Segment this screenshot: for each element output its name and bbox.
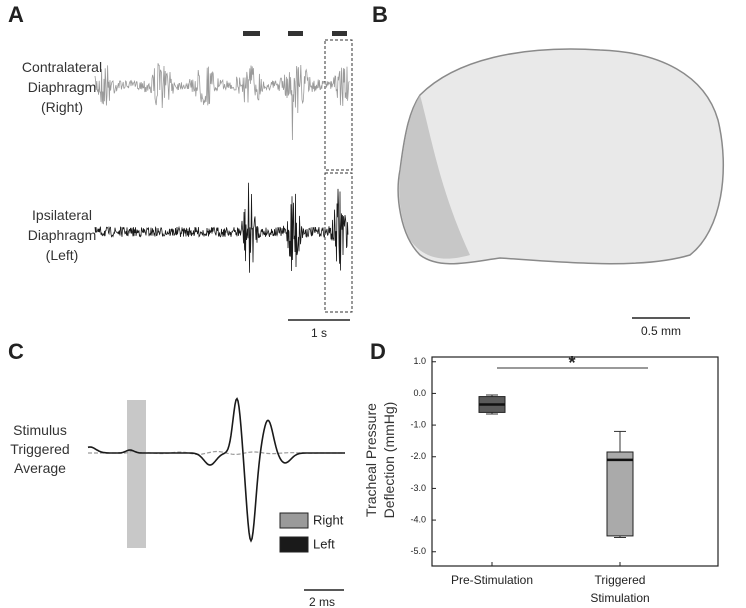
- dashed-box: [324, 39, 353, 171]
- y-tick-label: 1.0: [413, 356, 426, 366]
- stim-bar: [332, 31, 347, 36]
- y-tick-label: 0.0: [413, 388, 426, 398]
- y-tick-label: -3.0: [410, 483, 426, 493]
- stim-bar: [243, 31, 260, 36]
- scale-bar-label: 0.5 mm: [641, 324, 681, 338]
- tissue-region: [399, 95, 470, 259]
- trace-label: Ipsilateral Diaphragm (Left): [27, 207, 97, 263]
- scale-bar-label: 1 s: [311, 326, 327, 340]
- tissue-section: [397, 48, 725, 265]
- emg-trace: [94, 182, 349, 273]
- stim-window: [127, 400, 146, 548]
- dashed-box: [324, 172, 353, 313]
- emg-trace: [94, 63, 350, 141]
- y-tick-label: -4.0: [410, 514, 426, 524]
- y-axis-label: Tracheal Pressure Deflection (mmHg): [363, 401, 397, 519]
- scale-bar-label: 2 ms: [309, 595, 335, 608]
- box: [606, 451, 634, 537]
- panel-label: B: [372, 2, 388, 27]
- plot-frame: [431, 356, 719, 567]
- y-tick-label: -2.0: [410, 451, 426, 461]
- trace-label: Contralateral Diaphragm (Right): [21, 59, 103, 115]
- stim-bar: [288, 31, 303, 36]
- significance-mark: *: [568, 353, 575, 373]
- legend-swatch: [279, 512, 309, 529]
- y-tick-label: -5.0: [410, 546, 426, 556]
- panel-label: D: [370, 339, 386, 364]
- legend-label: Right: [313, 512, 344, 527]
- trace-label: Stimulus Triggered Average: [10, 422, 70, 476]
- x-tick-label: Triggered Stimulation: [590, 573, 650, 605]
- average-trace: [87, 397, 345, 543]
- average-trace: [88, 450, 345, 455]
- y-tick-label: -1.0: [410, 419, 426, 429]
- panel-label: C: [8, 339, 24, 364]
- x-tick-label: Pre-Stimulation: [450, 573, 534, 587]
- panel-label: A: [8, 2, 24, 27]
- legend-swatch: [279, 536, 309, 553]
- legend-label: Left: [313, 536, 335, 551]
